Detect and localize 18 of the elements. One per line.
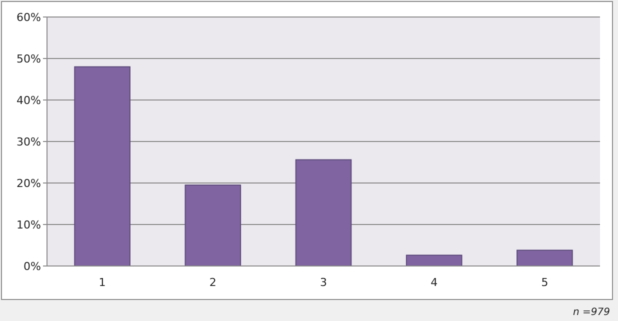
bar [406,254,462,266]
x-tick-label: 3 [320,276,327,289]
bar [74,66,130,266]
y-tick-label: 60% [16,10,41,24]
y-tick-label: 20% [16,176,41,190]
x-tick-label: 2 [209,276,216,289]
y-tick-label: 50% [16,52,41,66]
bar [184,184,242,266]
x-tick-label: 1 [98,276,106,289]
y-tick-label: 30% [16,135,41,148]
y-tick-label: 0% [24,260,41,273]
y-tick-label: 10% [16,218,41,232]
x-tick-label: 4 [430,276,438,289]
bar [295,159,352,266]
bar [516,250,573,266]
y-tick-label: 40% [16,94,41,107]
x-tick-label: 5 [541,276,548,289]
text: n =979 [573,307,610,318]
